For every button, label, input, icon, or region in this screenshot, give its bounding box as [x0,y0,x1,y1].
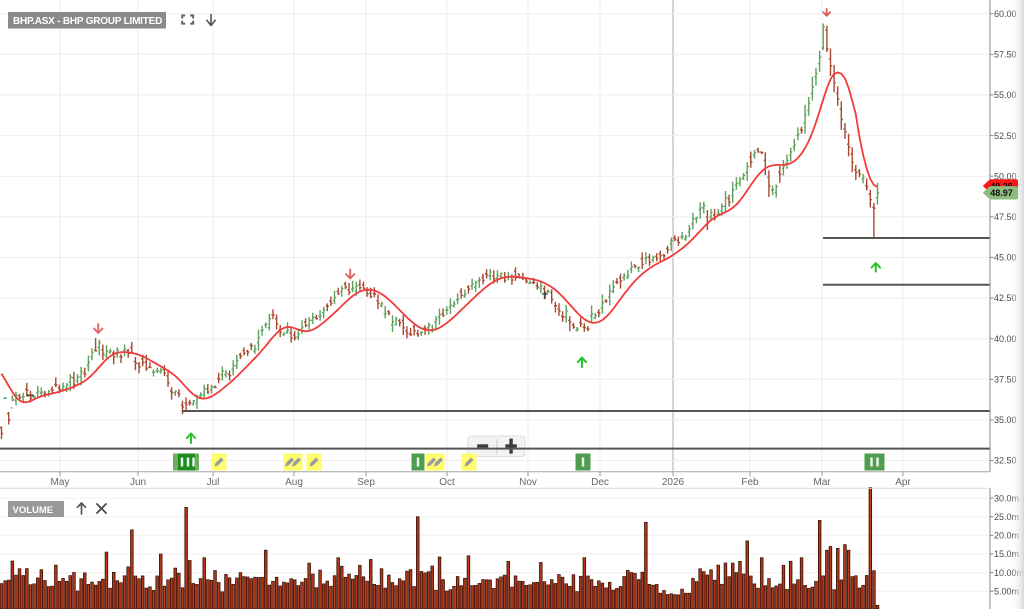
svg-text:Feb: Feb [741,477,759,488]
svg-text:Sep: Sep [357,477,375,488]
svg-text:37.50: 37.50 [994,375,1017,385]
svg-text:5.00m: 5.00m [994,586,1019,596]
svg-text:Aug: Aug [285,477,303,488]
svg-text:25.0m: 25.0m [994,512,1019,522]
svg-text:2026: 2026 [662,477,685,488]
svg-text:35.00: 35.00 [994,415,1017,425]
svg-text:May: May [51,477,70,488]
svg-text:40.00: 40.00 [994,334,1017,344]
svg-text:42.50: 42.50 [994,293,1017,303]
svg-text:Jul: Jul [207,477,220,488]
svg-text:10.00m: 10.00m [994,568,1024,578]
svg-text:Nov: Nov [519,477,537,488]
svg-text:Dec: Dec [591,477,609,488]
svg-text:30.0m: 30.0m [994,493,1019,503]
svg-text:Apr: Apr [895,477,911,488]
svg-text:20.0m: 20.0m [994,531,1019,541]
svg-text:48.97: 48.97 [990,188,1013,198]
svg-text:Jun: Jun [130,477,146,488]
svg-text:32.50: 32.50 [994,456,1017,466]
svg-text:45.00: 45.00 [994,253,1017,263]
svg-text:60.00: 60.00 [994,9,1017,19]
svg-text:52.50: 52.50 [994,131,1017,141]
svg-text:47.50: 47.50 [994,212,1017,222]
svg-text:50.00: 50.00 [994,171,1017,181]
svg-text:57.50: 57.50 [994,50,1017,60]
svg-text:15.0m: 15.0m [994,549,1019,559]
svg-text:Mar: Mar [813,477,831,488]
svg-text:Oct: Oct [439,477,455,488]
svg-text:VOLUME: VOLUME [13,505,54,516]
svg-text:55.00: 55.00 [994,90,1017,100]
svg-text:BHP.ASX - BHP GROUP LIMITED: BHP.ASX - BHP GROUP LIMITED [13,16,162,27]
